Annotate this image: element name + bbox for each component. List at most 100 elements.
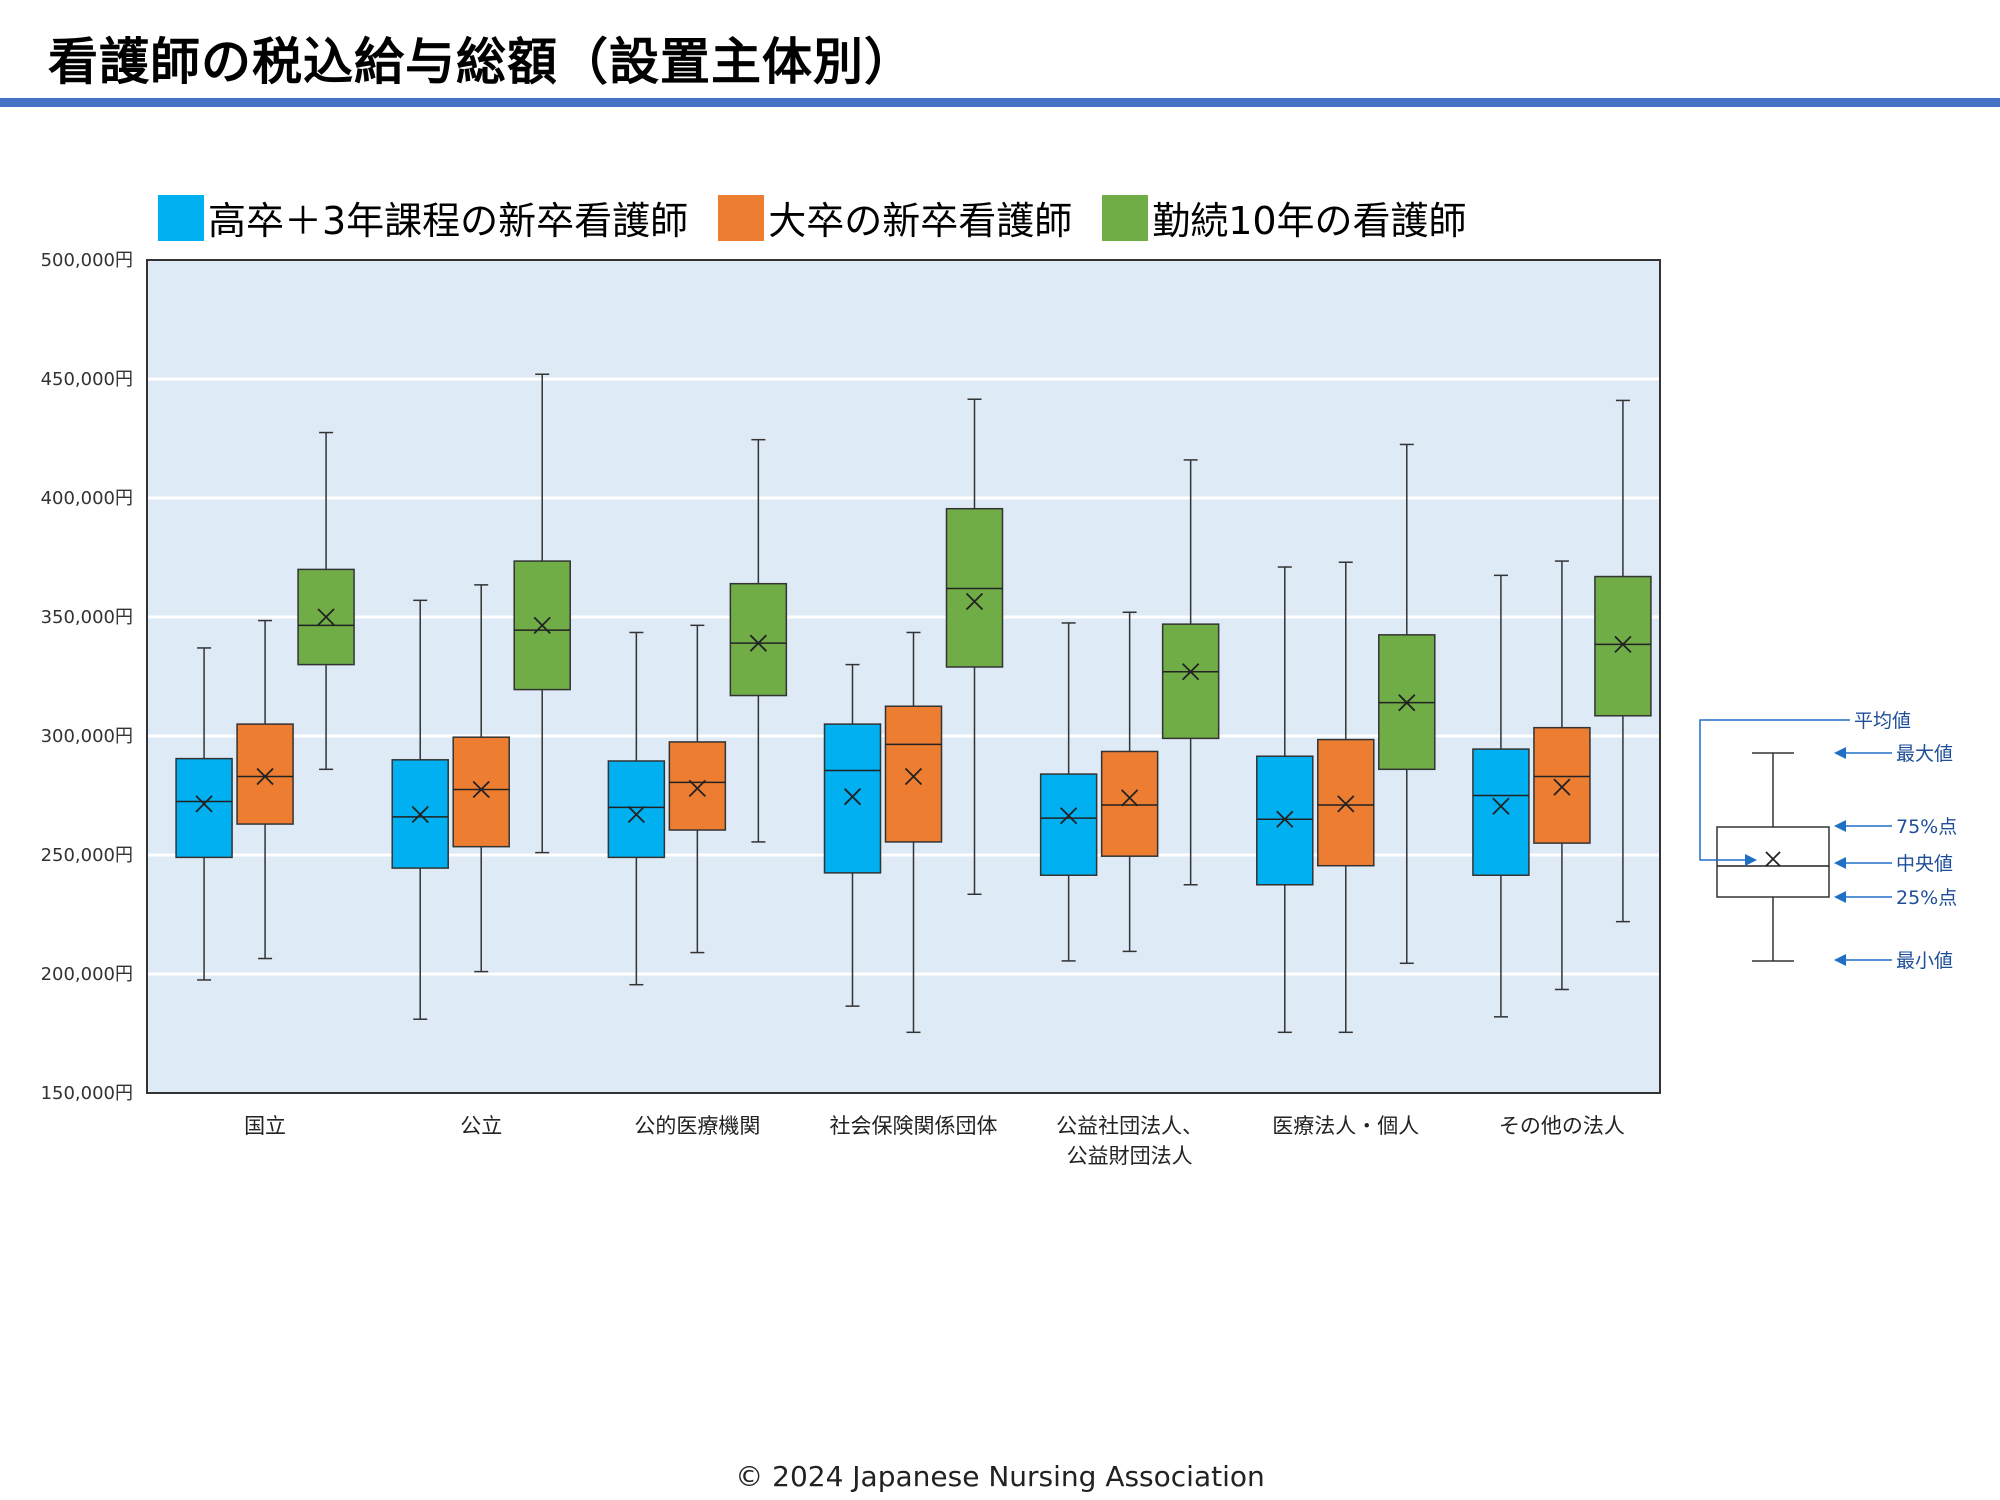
iqr-box bbox=[236, 723, 294, 825]
page-title: 看護師の税込給与総額（設置主体別） bbox=[48, 33, 915, 91]
mean-marker bbox=[1276, 810, 1294, 828]
plot-border bbox=[146, 259, 1661, 1094]
mean-marker bbox=[1060, 807, 1078, 825]
x-category-label: その他の法人 bbox=[1499, 1114, 1625, 1138]
y-tick-label: 250,000円 bbox=[41, 845, 133, 866]
key-median-arrow-head bbox=[1834, 857, 1846, 869]
iqr-box bbox=[1100, 750, 1159, 857]
mean-marker bbox=[533, 616, 551, 634]
y-tick-label: 200,000円 bbox=[41, 964, 133, 985]
legend-swatch-series-1 bbox=[158, 194, 204, 241]
box-series-3-7 bbox=[1594, 399, 1652, 923]
box-series-2-1 bbox=[236, 619, 294, 960]
y-tick-label: 150,000円 bbox=[41, 1083, 133, 1104]
mean-marker bbox=[195, 795, 213, 813]
mean-marker bbox=[627, 805, 645, 824]
legend-item-series-2[interactable]: 大卒の新卒看護師 bbox=[718, 190, 1072, 245]
mean-marker bbox=[472, 780, 490, 799]
key-mean-arrow-head bbox=[1745, 854, 1757, 866]
key-mean-arrow-line bbox=[1699, 719, 1850, 861]
y-tick-label: 350,000円 bbox=[41, 607, 133, 628]
mean-marker bbox=[1492, 797, 1510, 815]
key-min-arrow-head bbox=[1834, 954, 1846, 966]
box-series-3-5 bbox=[1161, 459, 1220, 886]
mean-marker bbox=[1398, 694, 1416, 712]
x-category-label: 医療法人・個人 bbox=[1272, 1114, 1419, 1138]
box-series-2-2 bbox=[452, 584, 510, 973]
key-q3-arrow-head bbox=[1834, 820, 1846, 832]
y-tick-label: 500,000円 bbox=[41, 250, 133, 271]
x-category-label: 国立 bbox=[244, 1114, 286, 1138]
mean-marker bbox=[688, 779, 706, 797]
box-series-2-3 bbox=[668, 624, 727, 954]
box-series-1-6 bbox=[1256, 566, 1314, 1034]
mean-marker bbox=[1614, 635, 1632, 654]
box-series-1-4 bbox=[823, 663, 882, 1007]
iqr-box bbox=[1533, 726, 1591, 844]
box-series-3-4 bbox=[945, 398, 1004, 896]
y-tick-label: 450,000円 bbox=[41, 369, 133, 390]
iqr-box bbox=[607, 760, 666, 859]
mean-marker bbox=[1337, 795, 1355, 813]
legend-label-series-3: 勤続10年の看護師 bbox=[1152, 199, 1467, 243]
mean-marker bbox=[843, 788, 862, 806]
iqr-box bbox=[884, 705, 943, 843]
box-series-3-3 bbox=[729, 438, 788, 843]
key-label-q1: 25%点 bbox=[1896, 887, 1957, 909]
legend-label-series-2: 大卒の新卒看護師 bbox=[768, 199, 1073, 243]
box-series-1-5 bbox=[1039, 622, 1098, 962]
mean-marker bbox=[904, 767, 923, 786]
key-label-median: 中央値 bbox=[1896, 853, 1953, 875]
box-series-1-3 bbox=[607, 631, 666, 986]
mean-marker bbox=[411, 805, 429, 824]
x-category-label: 公益財団法人 bbox=[1067, 1144, 1193, 1168]
legend-swatch-series-3 bbox=[1102, 194, 1149, 241]
iqr-box bbox=[1472, 748, 1530, 876]
copyright-footer: © 2024 Japanese Nursing Association bbox=[735, 1460, 1265, 1493]
iqr-box bbox=[1161, 623, 1220, 740]
box-series-3-6 bbox=[1378, 443, 1436, 965]
legend-label-series-1: 高卒＋3年課程の新卒看護師 bbox=[208, 199, 689, 243]
key-label-mean: 平均値 bbox=[1854, 710, 1911, 732]
key-max-arrow-head bbox=[1834, 747, 1846, 759]
mean-marker bbox=[1121, 789, 1139, 807]
box-series-1-2 bbox=[391, 599, 449, 1020]
iqr-box bbox=[729, 582, 788, 697]
box-series-1-1 bbox=[175, 647, 233, 981]
mean-marker bbox=[317, 608, 335, 626]
box-series-2-6 bbox=[1317, 561, 1375, 1034]
key-label-q3: 75%点 bbox=[1896, 816, 1957, 838]
iqr-box bbox=[1039, 773, 1098, 876]
key-label-min: 最小値 bbox=[1896, 950, 1953, 972]
mean-marker bbox=[256, 767, 274, 786]
key-box bbox=[1716, 826, 1830, 898]
legend-item-series-1[interactable]: 高卒＋3年課程の新卒看護師 bbox=[158, 190, 688, 245]
box-series-3-1 bbox=[297, 431, 355, 771]
iqr-box bbox=[668, 741, 727, 831]
iqr-box bbox=[1594, 575, 1652, 717]
key-mean-marker bbox=[1765, 851, 1781, 867]
legend-item-series-3[interactable]: 勤続10年の看護師 bbox=[1102, 190, 1467, 245]
box-series-2-7 bbox=[1533, 560, 1591, 991]
x-category-label: 公的医療機関 bbox=[634, 1114, 760, 1138]
legend-swatch-series-2 bbox=[718, 194, 765, 241]
mean-marker bbox=[1182, 663, 1200, 681]
y-tick-label: 400,000円 bbox=[41, 488, 133, 509]
chart-legend: 高卒＋3年課程の新卒看護師 大卒の新卒看護師 勤続10年の看護師 bbox=[158, 190, 1497, 245]
key-q1-arrow-head bbox=[1834, 891, 1846, 903]
mean-marker bbox=[749, 634, 767, 652]
box-series-2-5 bbox=[1100, 611, 1159, 953]
title-underline bbox=[0, 98, 2000, 107]
box-series-3-2 bbox=[513, 373, 571, 854]
iqr-box bbox=[175, 757, 233, 859]
x-category-label: 社会保険関係団体 bbox=[830, 1114, 998, 1138]
iqr-box bbox=[452, 736, 510, 848]
box-series-1-7 bbox=[1472, 574, 1530, 1018]
mean-marker bbox=[965, 592, 984, 611]
y-tick-label: 300,000円 bbox=[41, 726, 133, 747]
x-category-label: 公益社団法人、 bbox=[1056, 1114, 1203, 1138]
x-category-label: 公立 bbox=[460, 1114, 502, 1138]
box-plot-chart: 150,000円 200,000円 250,000円 300,000円 350,000円… bbox=[41, 250, 1958, 1168]
key-label-max: 最大値 bbox=[1896, 743, 1953, 765]
